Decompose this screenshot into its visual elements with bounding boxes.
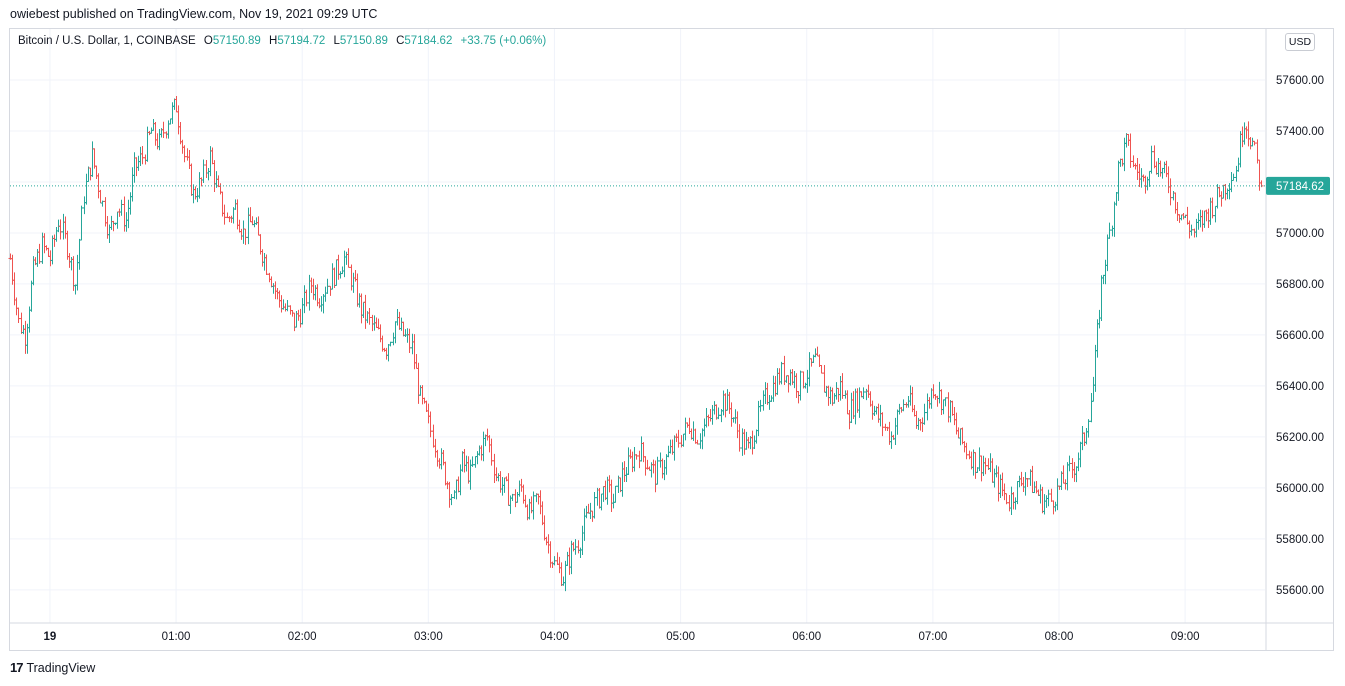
close-value: 57184.62 xyxy=(404,35,453,47)
last-price-tag xyxy=(1266,176,1330,195)
tradingview-brand[interactable]: 17 TradingView xyxy=(10,660,95,675)
x-axis-tick-label: 01:00 xyxy=(162,631,191,643)
y-axis-tick-label: 56200.00 xyxy=(1276,432,1324,444)
symbol-description[interactable]: Bitcoin / U.S. Dollar, 1, COINBASE xyxy=(18,35,196,47)
x-axis-tick-label: 05:00 xyxy=(666,631,695,643)
x-axis-tick-label: 02:00 xyxy=(288,631,317,643)
high-value: 57194.72 xyxy=(277,35,326,47)
y-axis-tick-label: 56400.00 xyxy=(1276,381,1324,393)
y-axis-tick-label: 55800.00 xyxy=(1276,534,1324,546)
y-axis-tick-label: 55600.00 xyxy=(1276,585,1324,597)
x-axis-tick-label: 08:00 xyxy=(1045,631,1074,643)
currency-button[interactable]: USD xyxy=(1285,33,1315,51)
x-axis-tick-label: 19 xyxy=(44,631,57,643)
publication-info: owiebest published on TradingView.com, N… xyxy=(10,7,378,21)
y-axis-tick-label: 57600.00 xyxy=(1276,75,1324,87)
x-axis-tick-label: 07:00 xyxy=(918,631,947,643)
y-axis-tick-label: 56000.00 xyxy=(1276,483,1324,495)
x-axis-tick-label: 03:00 xyxy=(414,631,443,643)
open-value: 57150.89 xyxy=(212,35,261,47)
close-label: C xyxy=(396,35,405,47)
ohlc-legend: Bitcoin / U.S. Dollar, 1, COINBASE O5715… xyxy=(18,35,546,47)
x-axis-tick-label: 04:00 xyxy=(540,631,569,643)
y-axis-tick-label: 56600.00 xyxy=(1276,330,1324,342)
change-value: +33.75 (+0.06%) xyxy=(460,35,547,47)
y-axis-tick-label: 56800.00 xyxy=(1276,279,1324,291)
tradingview-logo-icon: 17 xyxy=(10,660,24,675)
x-axis-tick-label: 09:00 xyxy=(1171,631,1200,643)
y-axis-tick-label: 57000.00 xyxy=(1276,228,1324,240)
y-axis-tick-label: 57400.00 xyxy=(1276,126,1324,138)
low-label: L xyxy=(333,35,340,47)
low-value: 57150.89 xyxy=(339,35,388,47)
chart-pane[interactable] xyxy=(9,28,1334,651)
brand-name: TradingView xyxy=(26,660,96,675)
last-price-tag-label: 57184.62 xyxy=(1276,181,1324,193)
x-axis-tick-label: 06:00 xyxy=(792,631,821,643)
high-label: H xyxy=(269,35,278,47)
open-label: O xyxy=(203,35,213,47)
